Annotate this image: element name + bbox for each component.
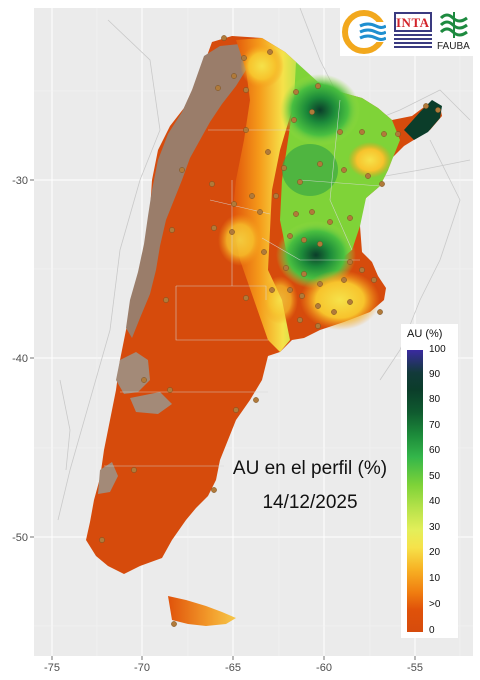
misiones bbox=[404, 100, 442, 140]
legend-label: 100 bbox=[429, 344, 446, 355]
legend-label: 40 bbox=[429, 496, 441, 507]
fauba-emblem-icon bbox=[439, 12, 469, 38]
tierra-del-fuego bbox=[168, 596, 236, 626]
legend-label: >0 bbox=[429, 599, 441, 610]
fauba-logo-text: FAUBA bbox=[437, 41, 470, 52]
agency-logo-icon bbox=[342, 10, 386, 54]
inta-logo: INTA bbox=[394, 12, 432, 52]
y-tick-label: -40 bbox=[12, 353, 28, 365]
legend-label: 80 bbox=[429, 394, 441, 405]
legend-title: AU (%) bbox=[407, 328, 443, 340]
x-tick-label: -65 bbox=[225, 662, 241, 674]
x-tick-label: -55 bbox=[407, 662, 423, 674]
y-tick-label: -30 bbox=[12, 175, 28, 187]
fauba-logo: FAUBA bbox=[435, 10, 473, 54]
institution-logos: INTA FAUBA bbox=[340, 8, 473, 56]
neighbor-borders bbox=[57, 7, 471, 521]
inta-logo-text: INTA bbox=[396, 15, 430, 30]
legend-label: 60 bbox=[429, 445, 441, 456]
legend-label: 30 bbox=[429, 522, 441, 533]
color-legend: AU (%) 100 90 80 70 60 50 40 30 20 10 >0… bbox=[401, 324, 458, 638]
legend-color-bar bbox=[407, 350, 423, 632]
andean-arid-zone bbox=[126, 44, 252, 338]
y-tick-label: -50 bbox=[12, 532, 28, 544]
x-tick-label: -75 bbox=[44, 662, 60, 674]
legend-label: 10 bbox=[429, 573, 441, 584]
map-title: AU en el perfil (%) bbox=[233, 458, 387, 479]
legend-label: 90 bbox=[429, 369, 441, 380]
map-date: 14/12/2025 bbox=[262, 492, 357, 513]
legend-label: 70 bbox=[429, 420, 441, 431]
station-points bbox=[99, 35, 441, 627]
x-tick-label: -60 bbox=[316, 662, 332, 674]
legend-label: 50 bbox=[429, 471, 441, 482]
legend-label: 20 bbox=[429, 547, 441, 558]
legend-label: 0 bbox=[429, 625, 435, 636]
x-tick-label: -70 bbox=[134, 662, 150, 674]
